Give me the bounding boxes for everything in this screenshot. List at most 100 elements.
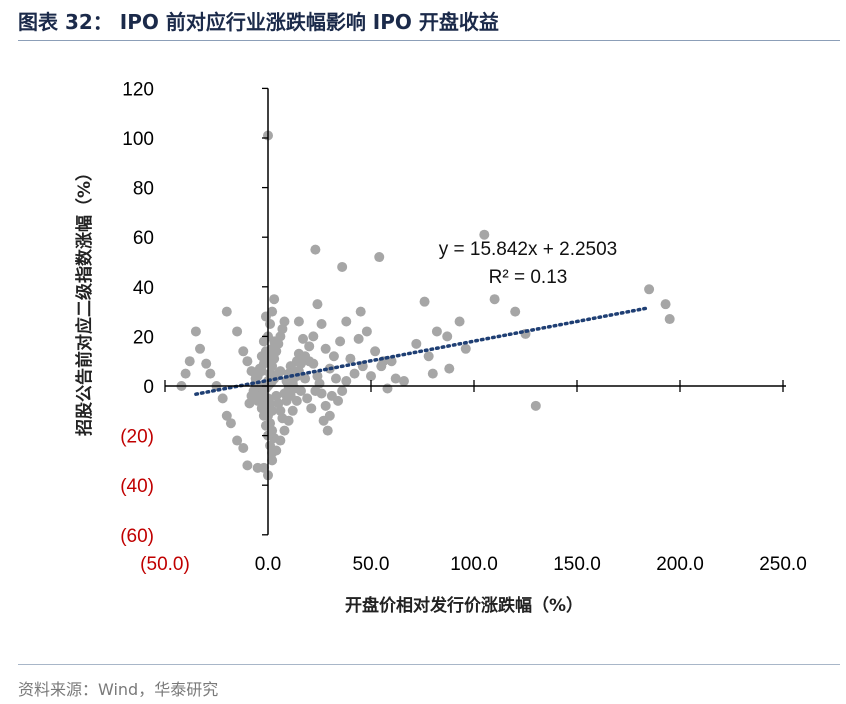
data-point: [345, 353, 356, 364]
data-point: [238, 346, 249, 357]
x-tick-label: 250.0: [759, 554, 807, 575]
data-point: [530, 400, 541, 411]
y-tick-label: 40: [133, 278, 154, 299]
source-note: 资料来源：Wind，华泰研究: [18, 680, 219, 699]
y-tick-label: 80: [133, 179, 154, 200]
data-point: [225, 418, 236, 429]
data-point: [664, 314, 675, 325]
data-point: [205, 368, 216, 379]
data-point: [180, 368, 191, 379]
data-point: [330, 373, 341, 384]
data-point: [242, 356, 253, 367]
data-point: [361, 326, 372, 337]
data-point: [267, 405, 278, 416]
data-point: [258, 336, 269, 347]
data-point: [510, 306, 521, 317]
data-point: [355, 306, 366, 317]
data-point: [454, 316, 465, 327]
data-point: [287, 376, 298, 387]
data-point: [293, 316, 304, 327]
footer-divider: [18, 664, 840, 665]
y-tick-label: (40): [120, 476, 154, 497]
trendline-equation: y = 15.842x + 2.2503: [439, 239, 618, 260]
data-point: [244, 398, 255, 409]
data-point: [277, 413, 288, 424]
data-point: [279, 425, 290, 436]
trendline-layer: [194, 305, 651, 396]
y-tick-label: 0: [143, 377, 154, 398]
data-point: [349, 368, 360, 379]
data-point: [252, 462, 263, 473]
data-point: [314, 378, 325, 389]
x-tick-label: 50.0: [353, 554, 390, 575]
title-divider: [18, 40, 840, 41]
data-point: [221, 410, 232, 421]
data-point: [310, 385, 321, 396]
x-tick-label: 200.0: [656, 554, 704, 575]
data-point: [310, 244, 321, 255]
data-point: [341, 316, 352, 327]
data-point: [184, 356, 195, 367]
data-point: [275, 366, 286, 377]
data-point: [442, 331, 453, 342]
y-tick-label: (60): [120, 526, 154, 547]
data-point: [423, 351, 434, 362]
data-point: [238, 443, 249, 453]
data-point: [298, 333, 309, 344]
data-point: [386, 356, 397, 367]
data-point: [256, 403, 267, 414]
data-point: [221, 306, 232, 317]
data-point: [300, 373, 311, 384]
data-point: [431, 326, 442, 337]
scatter-chart: (50.0) 0.0 50.0 100.0 150.0 200.0 250.0 (60) (40…: [74, 79, 807, 616]
data-point: [302, 393, 313, 404]
data-point: [644, 284, 655, 295]
data-point: [316, 319, 327, 329]
data-point: [260, 311, 271, 322]
data-point: [308, 331, 319, 342]
axes-layer: [164, 87, 786, 536]
data-point: [256, 366, 267, 377]
data-point: [444, 363, 455, 374]
data-point: [217, 393, 228, 404]
data-point: [370, 346, 381, 357]
data-point: [252, 395, 263, 406]
data-point: [328, 351, 339, 362]
data-point: [374, 252, 385, 263]
data-point: [287, 405, 298, 416]
data-point: [260, 346, 271, 357]
data-point: [320, 400, 331, 411]
data-point: [300, 351, 311, 362]
data-point: [337, 261, 348, 272]
r-squared-label: R² = 0.13: [489, 267, 568, 288]
x-tick-label: 0.0: [255, 554, 281, 575]
data-point: [489, 294, 500, 305]
data-point: [306, 403, 317, 414]
data-point: [269, 294, 280, 305]
data-point: [304, 341, 315, 352]
data-point: [335, 336, 346, 347]
tick-labels-layer: (50.0) 0.0 50.0 100.0 150.0 200.0 250.0 (60) (40…: [120, 79, 807, 575]
y-tick-label: 20: [133, 327, 154, 348]
data-point: [312, 299, 323, 310]
data-point: [232, 435, 243, 446]
data-point: [232, 326, 243, 337]
points-layer: [176, 130, 675, 481]
data-point: [279, 316, 290, 327]
data-point: [411, 338, 422, 349]
data-point: [190, 326, 201, 337]
data-point: [267, 455, 278, 466]
trendline: [194, 305, 651, 396]
data-point: [337, 385, 348, 396]
data-point: [460, 343, 471, 354]
data-point: [195, 343, 206, 354]
data-point: [419, 296, 430, 307]
data-point: [269, 336, 280, 347]
data-point: [322, 425, 333, 436]
y-tick-label: (20): [120, 427, 154, 448]
data-point: [320, 343, 331, 354]
y-tick-label: 120: [122, 79, 154, 100]
data-point: [285, 390, 296, 401]
y-tick-label: 100: [122, 129, 154, 150]
x-tick-label: 150.0: [553, 554, 601, 575]
